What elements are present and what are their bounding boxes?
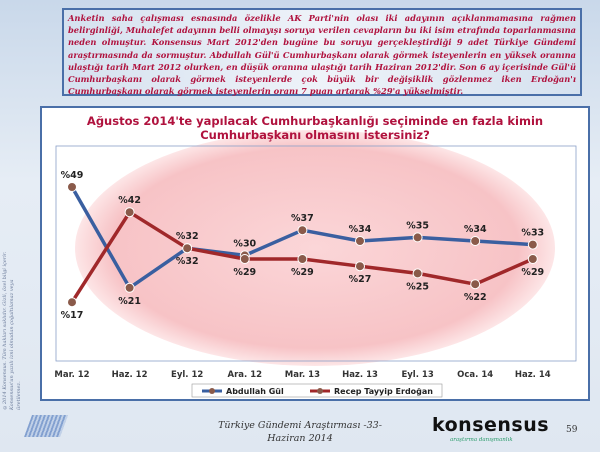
data-label: %32 — [176, 256, 199, 267]
data-point — [412, 268, 423, 279]
plot-area — [55, 145, 577, 362]
data-label: %22 — [464, 292, 487, 303]
page-number: 59 — [566, 425, 578, 435]
data-point — [355, 236, 365, 246]
x-tick-label: Oca. 14 — [457, 370, 493, 380]
data-label: %34 — [349, 224, 372, 235]
x-tick-label: Mar. 12 — [54, 370, 89, 380]
data-label: %21 — [118, 296, 141, 307]
brand-logo: konsensus — [432, 414, 550, 436]
footer-line2: Haziran 2014 — [267, 433, 333, 444]
legend-marker — [209, 388, 215, 394]
legend-label: Recep Tayyip Erdoğan — [334, 387, 433, 396]
line-chart: Mar. 12 Haz. 12 Eyl. 12 Ara. 12 Mar. 13 Haz. … — [54, 130, 577, 398]
data-label: %32 — [176, 231, 199, 242]
data-label: %29 — [233, 267, 256, 278]
data-point — [297, 254, 308, 264]
x-tick-label: Haz. 14 — [515, 370, 551, 380]
data-label: %29 — [521, 267, 544, 278]
data-point — [470, 236, 481, 246]
footer-line1: Türkiye Gündemi Araştırması -33- — [218, 420, 382, 431]
copyright-text: ©2014 Konsensus. Tüm hakları saklıdır. G… — [2, 251, 22, 410]
data-point — [124, 282, 135, 293]
data-point — [124, 207, 135, 218]
data-point — [297, 225, 308, 236]
data-label: %33 — [521, 228, 544, 239]
data-point — [355, 261, 365, 272]
legend-marker — [317, 388, 323, 394]
data-label: %30 — [233, 238, 256, 249]
data-label: %49 — [61, 170, 84, 181]
data-point — [67, 297, 77, 308]
chart-title: Ağustos 2014'te yapılacak Cumhurbaşkanlı… — [86, 114, 544, 142]
data-label: %29 — [291, 267, 314, 278]
x-tick-label: Haz. 12 — [112, 370, 148, 380]
legend-label: Abdullah Gül — [226, 387, 284, 396]
brand-tagline: araştırma danışmanlık — [450, 437, 513, 443]
background-ellipse — [75, 130, 555, 366]
data-label: %25 — [406, 281, 429, 292]
footer-caption: Türkiye Gündemi Araştırması -33- Haziran … — [215, 419, 385, 445]
data-point — [470, 279, 481, 290]
x-tick-label: Eyl. 13 — [401, 370, 433, 380]
research-logo — [23, 415, 69, 437]
data-point — [182, 243, 193, 254]
data-point — [412, 232, 423, 243]
data-point — [527, 254, 538, 264]
data-point — [527, 239, 538, 250]
data-point — [67, 182, 77, 192]
x-tick-label: Ara. 12 — [228, 370, 263, 380]
data-label: %34 — [464, 224, 487, 235]
x-tick-label: Eyl. 12 — [171, 370, 203, 380]
summary-note: Anketin saha çalışması esnasında özelikl… — [62, 8, 582, 96]
data-label: %37 — [291, 213, 314, 224]
data-label: %27 — [349, 274, 372, 285]
data-label: %42 — [118, 195, 141, 206]
data-point — [239, 254, 250, 264]
x-tick-label: Haz. 13 — [342, 370, 378, 380]
data-label: %17 — [61, 310, 84, 321]
x-tick-label: Mar. 13 — [285, 370, 320, 380]
data-label: %35 — [406, 220, 429, 231]
chart-panel: Mar. 12 Haz. 12 Eyl. 12 Ara. 12 Mar. 13 Haz. … — [40, 106, 590, 401]
